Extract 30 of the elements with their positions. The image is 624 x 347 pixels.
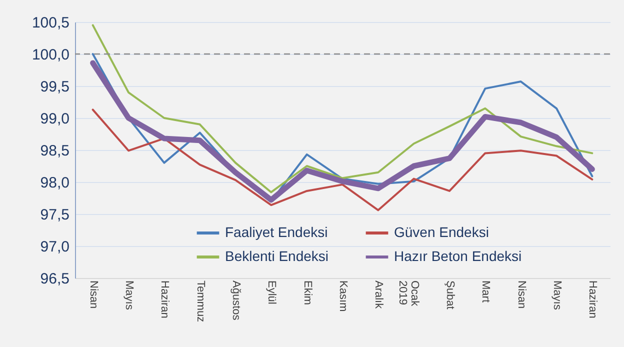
line-series: [92, 108, 594, 212]
x-tick-label: Kasım: [337, 280, 349, 312]
x-tick-label: Mart: [480, 280, 492, 302]
y-tick-label: 100,0: [32, 46, 70, 64]
x-tick-label: Haziran: [586, 280, 599, 318]
x-tick-label: Nisan: [87, 280, 100, 309]
y-tick-label: 97,0: [40, 238, 70, 256]
x-tick-label: Mayıs: [551, 280, 563, 310]
legend-label: Beklenti Endeksi: [225, 248, 329, 264]
x-tick-label: Ekim: [301, 280, 314, 305]
y-tick-label: 98,5: [40, 142, 70, 160]
legend-label: Güven Endeksi: [394, 224, 489, 240]
y-tick-label: 99,0: [40, 110, 70, 128]
x-tick-label: Haziran: [158, 280, 171, 318]
y-tick-label: 98,0: [40, 174, 70, 192]
x-tick-label: Nisan: [515, 280, 528, 309]
x-tick-label: Ağustos: [230, 280, 242, 321]
y-tick-label: 100,5: [32, 14, 70, 32]
x-tick-label: Mayıs: [123, 280, 135, 310]
legend-label: Hazır Beton Endeksi: [394, 248, 522, 264]
legend-label: Faaliyet Endeksi: [225, 224, 328, 240]
y-tick-label: 99,5: [40, 78, 70, 96]
y-tick-label: 97,5: [40, 206, 70, 224]
line-series: [92, 24, 594, 194]
x-tick-label: Eylül: [266, 280, 278, 304]
x-tick-label: Ocak 2019: [396, 280, 420, 307]
x-tick-label: Şubat: [444, 280, 456, 310]
x-tick-label: Temmuz: [194, 280, 206, 322]
x-tick-label: Aralık: [372, 280, 385, 310]
y-tick-label: 96,5: [40, 270, 70, 288]
